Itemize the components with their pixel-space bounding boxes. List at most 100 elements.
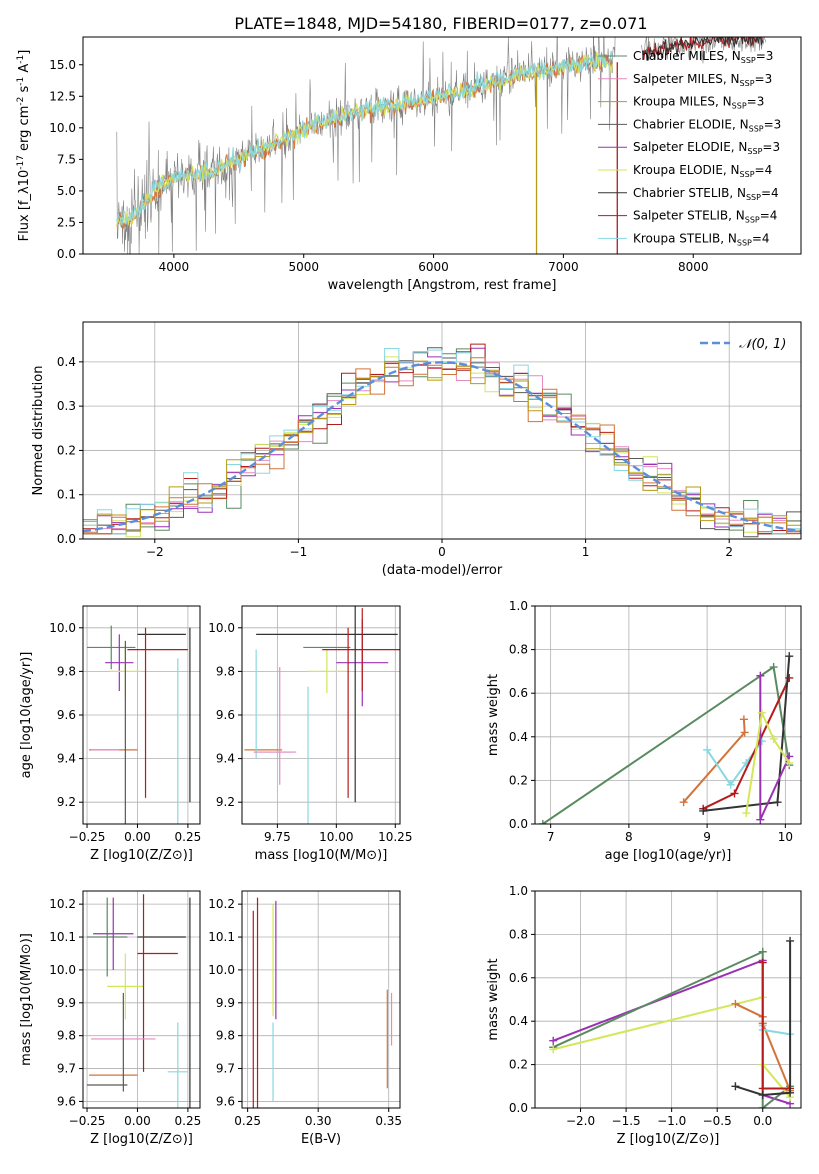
spectrum-data-line (116, 37, 616, 254)
tick-label-x: 9 (703, 830, 711, 844)
point-marker (785, 758, 794, 767)
axis-label-x: mass [log10(M/M⊙)] (255, 848, 388, 863)
point-marker (740, 728, 749, 737)
tick-label-x: −1.5 (612, 1114, 641, 1128)
point-marker (703, 745, 712, 754)
point-marker (758, 947, 767, 956)
axis-label-y: mass weight (486, 674, 501, 756)
tick-label-x: 0.30 (305, 1114, 332, 1128)
tick-label-y: 9.6 (57, 1094, 76, 1108)
axis-label-y: mass weight (486, 958, 501, 1040)
point-marker (731, 999, 740, 1008)
tick-label-y: 0.4 (509, 1014, 528, 1028)
legend-label: Chabrier ELODIE, NSSP=3 (633, 117, 781, 133)
tick-label-y: 9.8 (216, 1029, 235, 1043)
tick-label-x: 0.00 (124, 1114, 151, 1128)
tick-label-y: 0.2 (509, 773, 528, 787)
tick-label-x: −0.25 (69, 830, 106, 844)
point-marker (769, 734, 778, 743)
point-marker (538, 820, 547, 824)
weight-line (759, 675, 791, 821)
axes-border (534, 605, 802, 825)
tick-label-y: 1.0 (509, 599, 528, 613)
tick-label-x: 0.0 (753, 1114, 772, 1128)
normal-curve (83, 361, 801, 533)
point-marker (773, 798, 782, 807)
point-marker (726, 780, 735, 789)
axes-border (534, 890, 802, 1109)
tick-label-y: 1.0 (509, 884, 528, 898)
axis-label-y: mass [log10(M/M⊙)] (19, 933, 34, 1066)
tick-label-x: 9.75 (264, 830, 291, 844)
histogram-line (83, 348, 801, 535)
tick-label-x: 0.25 (175, 830, 202, 844)
tick-label-y: 9.9 (216, 996, 235, 1010)
legend-label: Chabrier STELIB, NSSP=4 (633, 186, 779, 202)
tick-label-y: 2.5 (57, 215, 76, 229)
axes-mass-vs-z: −0.25 0.00 0.25 9.6 9.7 9.8 9.9 10.0 10.1 10.2 Z [… (19, 890, 202, 1147)
tick-label-x: 4000 (159, 260, 190, 274)
legend-label: Kroupa MILES, NSSP=3 (633, 95, 764, 111)
tick-label-y: 15.0 (49, 58, 76, 72)
axis-label-y: Flux [f_λ10-17 erg cm-2 s-1 A-1] (16, 50, 32, 242)
tick-label-y: 10.2 (49, 897, 76, 911)
plot-area (244, 606, 400, 824)
spectrum-model-line-red (643, 37, 764, 61)
tick-label-x: −1 (290, 545, 308, 559)
legend-label: Kroupa ELODIE, NSSP=4 (633, 163, 772, 179)
spectrum-model-line (116, 51, 613, 227)
axes-frame: 0.25 0.30 0.35 9.6 9.7 9.8 9.9 10.0 10.1 10.2 E(B-… (208, 890, 402, 1147)
tick-label-x: 0 (438, 545, 446, 559)
tick-label-x: −0.25 (69, 1114, 106, 1128)
figure-title: PLATE=1848, MJD=54180, FIBERID=0177, z=0… (234, 14, 647, 33)
tick-label-x: 6000 (418, 260, 449, 274)
tick-label-y: 10.0 (49, 621, 76, 635)
point-marker (756, 815, 765, 824)
tick-label-y: 10.1 (208, 930, 235, 944)
axes-frame: −0.25 0.00 0.25 9.2 9.4 9.6 9.8 10.0 Z [log10(Z/… (19, 605, 202, 863)
weight-line (745, 709, 791, 814)
axes-border (241, 890, 401, 1109)
tick-label-y: 0.1 (57, 488, 76, 502)
axes-weight-vs-age: 7 8 9 10 0.0 0.2 0.4 0.6 0.8 1.0 age [log10(age/yr… (486, 599, 802, 863)
plot-area (549, 936, 795, 1108)
tick-label-x: −1.0 (657, 1114, 686, 1128)
tick-label-y: 0.2 (57, 443, 76, 457)
point-marker (699, 806, 708, 815)
tick-label-x: 1 (582, 545, 590, 559)
tick-label-y: 0.0 (57, 247, 76, 261)
legend-label: Salpeter MILES, NSSP=3 (633, 72, 772, 88)
point-marker (758, 958, 767, 967)
spectrum-model-line (116, 51, 613, 226)
tick-label-x: 0.25 (234, 1114, 261, 1128)
axis-label-y: Normed distribution (31, 366, 46, 496)
tick-label-y: 9.7 (216, 1062, 235, 1076)
plot-area (83, 343, 801, 538)
axis-label-x: Z [log10(Z/Z⊙)] (90, 1132, 193, 1147)
tick-label-x: −0.5 (703, 1114, 732, 1128)
tick-label-y: 9.4 (216, 752, 235, 766)
tick-label-y: 0.6 (509, 686, 528, 700)
tick-label-y: 9.6 (57, 708, 76, 722)
tick-label-x: −2 (146, 545, 164, 559)
plot-area (538, 652, 794, 824)
point-marker (742, 809, 751, 818)
point-marker (758, 1090, 767, 1099)
tick-label-y: 10.1 (49, 930, 76, 944)
legend-label: Chabrier MILES, NSSP=3 (633, 49, 773, 65)
tick-label-x: 0.25 (175, 1114, 202, 1128)
axis-label-x: wavelength [Angstrom, rest frame] (328, 278, 557, 293)
histogram-line (83, 360, 801, 535)
tick-label-x: 10 (778, 830, 793, 844)
point-marker (739, 715, 748, 724)
axis-label-x: age [log10(age/yr)] (605, 848, 732, 863)
plot-area (87, 894, 191, 1108)
tick-label-y: 0.3 (57, 399, 76, 413)
plot-area (252, 897, 393, 1108)
legend-label: Kroupa STELIB, NSSP=4 (633, 231, 770, 247)
tick-label-x: 0.35 (375, 1114, 402, 1128)
tick-label-y: 9.6 (216, 1094, 235, 1108)
tick-label-y: 0.4 (57, 355, 76, 369)
tick-label-x: 8000 (678, 260, 709, 274)
plot-area (116, 37, 767, 254)
